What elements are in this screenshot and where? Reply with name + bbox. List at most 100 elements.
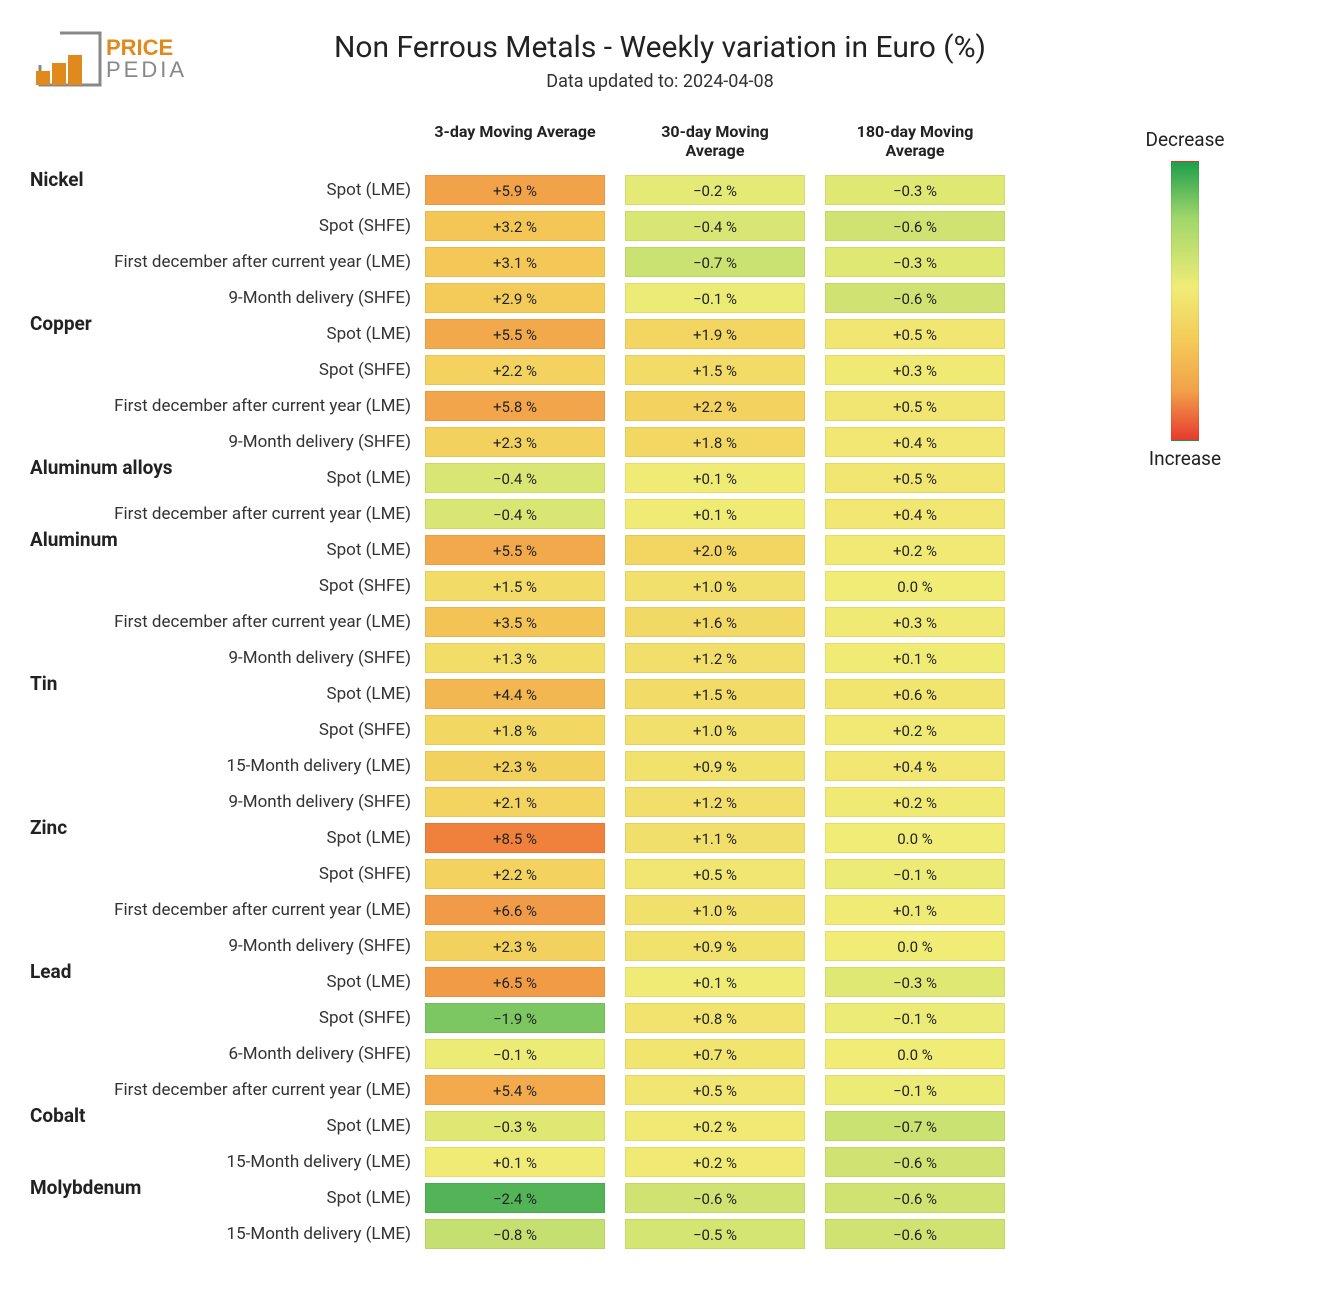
row-label: Spot (LME) (30, 972, 425, 992)
row-label: First december after current year (LME) (30, 612, 425, 632)
heatmap-cell: +5.5 % (425, 319, 605, 349)
heatmap-cell: +0.8 % (625, 1003, 805, 1033)
heatmap-cell: +1.5 % (425, 571, 605, 601)
heatmap-cell: +1.6 % (625, 607, 805, 637)
logo-text-bottom: PEDIA (106, 57, 187, 82)
heatmap-cell: −0.6 % (825, 1147, 1005, 1177)
rows-container: NickelSpot (LME)+5.9 %−0.2 %−0.3 %Spot (… (30, 172, 1005, 1252)
table-row: Spot (SHFE)+2.2 %+0.5 %−0.1 % (30, 856, 1005, 892)
heatmap-cell: +0.5 % (625, 1075, 805, 1105)
table-row: First december after current year (LME)+… (30, 244, 1005, 280)
heatmap-cell: +1.9 % (625, 319, 805, 349)
heatmap-cell: +1.2 % (625, 643, 805, 673)
group-label: Molybdenum (30, 1176, 141, 1199)
heatmap-cell: +0.2 % (825, 535, 1005, 565)
group-label: Aluminum (30, 528, 118, 551)
row-label: 9-Month delivery (SHFE) (30, 288, 425, 308)
heatmap-cell: +0.5 % (625, 859, 805, 889)
table-row: 6-Month delivery (SHFE)−0.1 %+0.7 %0.0 % (30, 1036, 1005, 1072)
table-row: Spot (SHFE)+3.2 %−0.4 %−0.6 % (30, 208, 1005, 244)
heatmap-cell: +0.1 % (825, 643, 1005, 673)
table-row: 9-Month delivery (SHFE)+2.3 %+0.9 %0.0 % (30, 928, 1005, 964)
heatmap-cell: +0.2 % (625, 1111, 805, 1141)
page-subtitle: Data updated to: 2024-04-08 (30, 71, 1290, 92)
row-label: Spot (SHFE) (30, 1008, 425, 1028)
row-label: First december after current year (LME) (30, 396, 425, 416)
legend-bottom-label: Increase (1125, 447, 1245, 470)
row-label: First december after current year (LME) (30, 504, 425, 524)
page: PRICE PEDIA Non Ferrous Metals - Weekly … (0, 0, 1320, 1292)
heatmap-cell: +1.8 % (425, 715, 605, 745)
heatmap-cell: +0.9 % (625, 931, 805, 961)
table-row: First december after current year (LME) +… (30, 604, 1005, 640)
heatmap-cell: +5.9 % (425, 175, 605, 205)
table-row: AluminumSpot (LME)+5.5 %+2.0 %+0.2 % (30, 532, 1005, 568)
table-row: 15-Month delivery (LME)+0.1 % +0.2 % −0.6 … (30, 1144, 1005, 1180)
heatmap-cell: +1.5 % (625, 679, 805, 709)
table-row: CopperSpot (LME)+5.5 %+1.9 %+0.5 % (30, 316, 1005, 352)
heatmap-cell: 0.0 % (825, 1039, 1005, 1069)
row-label: Spot (SHFE) (30, 216, 425, 236)
column-headers: 3-day Moving Average 30-day Moving Avera… (30, 122, 1005, 160)
color-legend: Decrease Increase (1125, 122, 1245, 480)
heatmap-cell: −0.3 % (825, 967, 1005, 997)
heatmap-cell: +2.3 % (425, 751, 605, 781)
group-label: Aluminum alloys (30, 456, 173, 479)
heatmap-cell: −0.6 % (825, 283, 1005, 313)
heatmap-cell: +4.4 % (425, 679, 605, 709)
row-label: Spot (LME) (30, 684, 425, 704)
heatmap-cell: +0.2 % (825, 787, 1005, 817)
heatmap-cell: +6.6 % (425, 895, 605, 925)
row-label: 15-Month delivery (LME) (30, 1152, 425, 1172)
row-label: Spot (SHFE) (30, 864, 425, 884)
heatmap-cell: −0.6 % (825, 1219, 1005, 1249)
group-label: Copper (30, 312, 92, 335)
row-label: 6-Month delivery (SHFE) (30, 1044, 425, 1064)
header-spacer (30, 122, 425, 160)
heatmap-cell: −0.1 % (825, 1075, 1005, 1105)
heatmap-cell: −0.4 % (425, 463, 605, 493)
heatmap-cell: −1.9 % (425, 1003, 605, 1033)
heatmap-cell: −0.3 % (425, 1111, 605, 1141)
heatmap-cell: +3.1 % (425, 247, 605, 277)
heatmap-cell: +2.2 % (425, 859, 605, 889)
table-row: 9-Month delivery (SHFE)+2.1 %+1.2 %+0.2 … (30, 784, 1005, 820)
table-row: First december after current year (LME)+… (30, 892, 1005, 928)
heatmap-cell: +0.5 % (825, 463, 1005, 493)
col-header-1: 30-day Moving Average (625, 122, 805, 160)
heatmap-cell: +1.0 % (625, 571, 805, 601)
heatmap-cell: +0.6 % (825, 679, 1005, 709)
table-row: TinSpot (LME)+4.4 %+1.5 %+0.6 % (30, 676, 1005, 712)
heatmap-cell: +0.1 % (625, 499, 805, 529)
table-row: LeadSpot (LME)+6.5 %+0.1 %−0.3 % (30, 964, 1005, 1000)
heatmap-cell: −0.5 % (625, 1219, 805, 1249)
table-row: 9-Month delivery (SHFE)+1.3 %+1.2 %+0.1 … (30, 640, 1005, 676)
heatmap-cell: +2.3 % (425, 931, 605, 961)
heatmap-cell: +1.1 % (625, 823, 805, 853)
row-label: 9-Month delivery (SHFE) (30, 432, 425, 452)
col-header-2: 180-day Moving Average (825, 122, 1005, 160)
heatmap-cell: −0.1 % (625, 283, 805, 313)
heatmap-cell: +1.0 % (625, 895, 805, 925)
heatmap-cell: +0.2 % (625, 1147, 805, 1177)
heatmap-cell: +0.1 % (425, 1147, 605, 1177)
table-row: Aluminum alloysSpot (LME)−0.4 %+0.1 %+0.… (30, 460, 1005, 496)
heatmap-cell: +0.9 % (625, 751, 805, 781)
table-row: NickelSpot (LME)+5.9 %−0.2 %−0.3 % (30, 172, 1005, 208)
heatmap-cell: −0.3 % (825, 247, 1005, 277)
row-label: First december after current year (LME) (30, 900, 425, 920)
table-row: 15-Month delivery (LME)−0.8 %−0.5 %−0.6 … (30, 1216, 1005, 1252)
header: Non Ferrous Metals - Weekly variation in… (30, 30, 1290, 92)
heatmap-cell: 0.0 % (825, 571, 1005, 601)
heatmap-cell: +5.8 % (425, 391, 605, 421)
heatmap-cell: +0.5 % (825, 319, 1005, 349)
heatmap-cell: −0.7 % (825, 1111, 1005, 1141)
table-row: 9-Month delivery (SHFE)+2.9 %−0.1 %−0.6 … (30, 280, 1005, 316)
heatmap-cell: +2.3 % (425, 427, 605, 457)
table-row: CobaltSpot (LME)−0.3 %+0.2 %−0.7 % (30, 1108, 1005, 1144)
heatmap-cell: +1.0 % (625, 715, 805, 745)
col-header-0: 3-day Moving Average (425, 122, 605, 160)
heatmap-cell: +0.1 % (625, 463, 805, 493)
heatmap-cell: +8.5 % (425, 823, 605, 853)
heatmap-cell: +0.3 % (825, 607, 1005, 637)
